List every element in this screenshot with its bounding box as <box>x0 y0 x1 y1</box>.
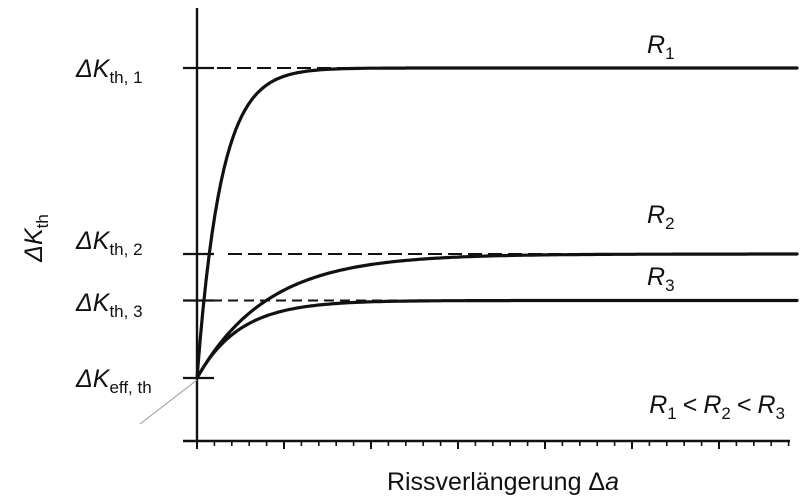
relation-annotation: R1 < R2 < R3 <box>649 391 785 423</box>
threshold-label-1: ΔKth, 1 <box>75 55 143 87</box>
series-label-3-main: R <box>647 263 665 291</box>
relation-r1-sub: 1 <box>667 404 676 423</box>
curve-r1 <box>195 66 799 380</box>
curve-r3 <box>195 298 799 380</box>
curves <box>195 66 799 380</box>
relation-op-1: < <box>683 391 698 419</box>
y-axis-label: ΔKth <box>20 214 52 263</box>
x-axis-label-var: a <box>605 468 619 496</box>
series-label-2-main: R <box>647 201 665 229</box>
threshold-label-1-sub: th, 1 <box>109 68 142 87</box>
series-label-3: R3 <box>647 263 675 295</box>
series-label-1-sub: 1 <box>665 44 674 63</box>
y-start-label: ΔKeff, th <box>75 365 152 397</box>
y-start-label-main: ΔK <box>75 365 111 393</box>
threshold-label-3: ΔKth, 3 <box>75 289 143 321</box>
y-axis-label-sub: th <box>33 214 52 228</box>
x-axis-label: Rissverlängerung Δa <box>387 468 619 496</box>
curve-r2 <box>195 252 799 380</box>
series-label-3-sub: 3 <box>665 276 674 295</box>
relation-r3-sub: 3 <box>776 404 785 423</box>
threshold-label-2-main: ΔK <box>75 227 111 255</box>
series-label-1-main: R <box>647 31 665 59</box>
y-start-label-sub: eff, th <box>109 378 151 397</box>
series-label-2: R2 <box>647 201 675 233</box>
threshold-label-3-sub: th, 3 <box>109 302 142 321</box>
series-label-1: R1 <box>647 31 675 63</box>
threshold-label-3-main: ΔK <box>75 289 111 317</box>
threshold-label-1-main: ΔK <box>75 55 111 83</box>
relation-r2: R <box>703 391 721 419</box>
relation-r3: R <box>757 391 775 419</box>
relation-r1: R <box>649 391 667 419</box>
threshold-label-2-sub: th, 2 <box>109 240 142 259</box>
relation-op-2: < <box>737 391 752 419</box>
threshold-label-2: ΔKth, 2 <box>75 227 143 259</box>
y-axis-label-main: ΔK <box>20 227 48 263</box>
series-label-2-sub: 2 <box>665 214 674 233</box>
relation-r2-sub: 2 <box>721 404 730 423</box>
axis-extension <box>139 379 198 425</box>
x-axis-label-main: Rissverlängerung Δ <box>387 468 605 496</box>
x-ticks <box>196 441 790 449</box>
